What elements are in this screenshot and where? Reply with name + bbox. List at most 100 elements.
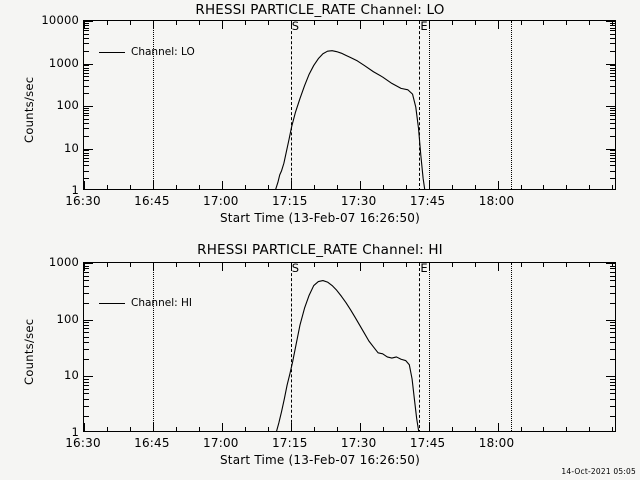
x-minor-tick xyxy=(543,185,544,189)
y-minor-tick xyxy=(610,393,615,394)
x-minor-tick xyxy=(452,185,453,189)
x-tick-label: 17:45 xyxy=(409,194,446,208)
y-minor-tick xyxy=(84,70,89,71)
event-label-s: S xyxy=(291,19,300,33)
y-minor-tick xyxy=(610,342,615,343)
y-minor-tick xyxy=(84,110,89,111)
y-tick-label: 10 xyxy=(63,368,79,383)
x-minor-tick xyxy=(589,427,590,431)
x-minor-tick xyxy=(337,21,338,25)
x-minor-tick xyxy=(475,263,476,267)
x-axis-label-hi: Start Time (13-Feb-07 16:26:50) xyxy=(219,453,421,467)
x-tick-label: 17:00 xyxy=(203,194,239,208)
y-tick-label: 1000 xyxy=(48,255,79,269)
x-minor-tick xyxy=(452,263,453,267)
x-major-tick xyxy=(84,21,86,29)
x-minor-tick xyxy=(130,263,131,267)
x-minor-tick xyxy=(245,427,246,431)
y-minor-tick xyxy=(84,150,89,151)
x-major-tick xyxy=(84,423,86,431)
y-minor-tick xyxy=(84,51,89,52)
x-minor-tick xyxy=(406,427,407,431)
y-minor-tick xyxy=(84,165,89,166)
y-tick-label: 100 xyxy=(56,98,79,112)
y-minor-tick xyxy=(610,325,615,326)
x-minor-tick xyxy=(199,185,200,189)
legend-hi: Channel: HI xyxy=(99,297,192,309)
x-minor-tick xyxy=(268,263,269,267)
y-minor-tick xyxy=(84,93,89,94)
y-minor-tick xyxy=(610,171,615,172)
x-tick-label: 17:45 xyxy=(409,436,446,450)
y-minor-tick xyxy=(610,165,615,166)
x-minor-tick xyxy=(452,21,453,25)
x-minor-tick xyxy=(107,21,108,25)
x-major-tick xyxy=(360,423,362,431)
y-minor-tick xyxy=(84,389,89,390)
x-minor-tick xyxy=(314,263,315,267)
y-minor-tick xyxy=(610,123,615,124)
x-minor-tick xyxy=(130,21,131,25)
y-minor-tick xyxy=(610,389,615,390)
x-minor-tick xyxy=(383,263,384,267)
y-minor-tick xyxy=(610,73,615,74)
data-curve-hi xyxy=(276,280,420,431)
y-minor-tick xyxy=(610,359,615,360)
y-minor-tick xyxy=(610,276,615,277)
legend-lo: Channel: LO xyxy=(99,46,195,58)
x-minor-tick xyxy=(314,185,315,189)
y-minor-tick xyxy=(610,93,615,94)
y-major-tick xyxy=(606,149,615,151)
y-minor-tick xyxy=(610,68,615,69)
y-minor-tick xyxy=(84,406,89,407)
x-tick-label: 17:30 xyxy=(340,436,377,450)
y-minor-tick xyxy=(84,382,89,383)
y-minor-tick xyxy=(84,128,89,129)
x-tick-label: 17:15 xyxy=(271,436,308,450)
x-minor-tick xyxy=(268,185,269,189)
series-path xyxy=(276,280,420,431)
gridline-dotted xyxy=(153,21,154,189)
x-minor-tick xyxy=(268,21,269,25)
y-minor-tick xyxy=(610,337,615,338)
gridline-dotted xyxy=(429,263,430,431)
y-minor-tick xyxy=(610,51,615,52)
y-minor-tick xyxy=(84,38,89,39)
y-minor-tick xyxy=(84,28,89,29)
x-minor-tick xyxy=(314,21,315,25)
y-minor-tick xyxy=(84,385,89,386)
event-line-e xyxy=(419,21,420,189)
y-minor-tick xyxy=(610,119,615,120)
y-minor-tick xyxy=(610,34,615,35)
y-major-tick xyxy=(606,21,615,23)
x-minor-tick xyxy=(199,427,200,431)
x-tick-label: 17:15 xyxy=(271,194,308,208)
y-minor-tick xyxy=(84,359,89,360)
panel-title-lo: RHESSI PARTICLE_RATE Channel: LO xyxy=(195,2,445,18)
y-minor-tick xyxy=(84,325,89,326)
y-major-tick xyxy=(606,320,615,322)
y-minor-tick xyxy=(84,30,89,31)
x-minor-tick xyxy=(452,427,453,431)
x-minor-tick xyxy=(337,427,338,431)
y-minor-tick xyxy=(84,25,89,26)
data-curve-lo xyxy=(275,50,426,189)
y-tick-label: 10 xyxy=(63,140,79,155)
x-tick-label: 18:00 xyxy=(478,436,515,450)
x-minor-tick xyxy=(176,427,177,431)
x-minor-tick xyxy=(612,427,613,431)
y-minor-tick xyxy=(610,322,615,323)
y-major-tick xyxy=(606,64,615,66)
y-minor-tick xyxy=(84,76,89,77)
x-minor-tick xyxy=(543,427,544,431)
y-minor-tick xyxy=(610,150,615,151)
y-minor-tick xyxy=(84,43,89,44)
x-axis-label-lo: Start Time (13-Feb-07 16:26:50) xyxy=(219,211,421,225)
y-minor-tick xyxy=(610,153,615,154)
x-tick-label: 16:45 xyxy=(134,436,170,450)
x-tick-label: 18:00 xyxy=(478,194,515,208)
plot-panel-lo: RHESSI PARTICLE_RATE Channel: LO Counts/… xyxy=(22,2,616,225)
y-minor-tick xyxy=(610,272,615,273)
x-minor-tick xyxy=(566,185,567,189)
y-minor-tick xyxy=(610,136,615,137)
